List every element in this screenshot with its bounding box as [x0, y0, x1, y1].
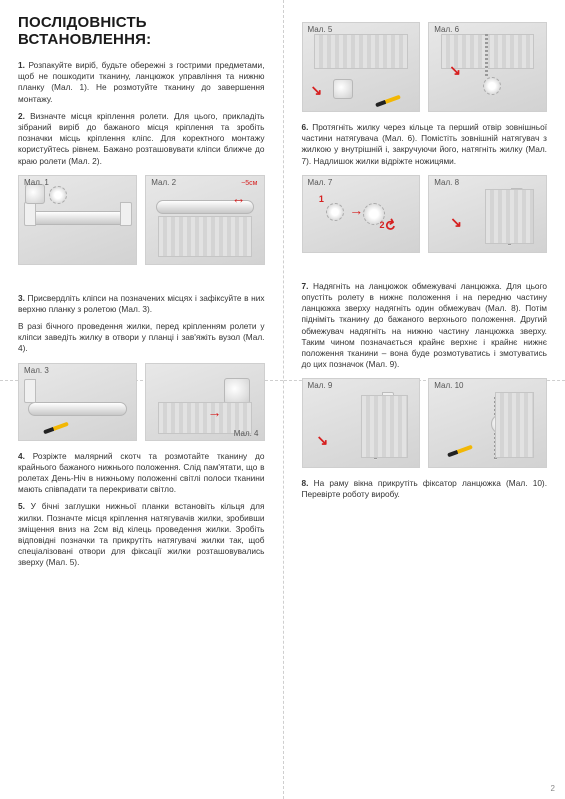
fabric-icon [158, 216, 252, 257]
figure-2-box: ~5см ↔ [145, 175, 264, 265]
figure-7-label: Мал. 7 [308, 178, 333, 187]
right-column: Мал. 5 ↘ Мал. 6 ↘ 6. Протя [283, 0, 565, 799]
screwdriver-icon [43, 421, 69, 434]
step-6-num: 6. [302, 122, 309, 132]
step-5: 5. У бічні заглушки нижньої планки встан… [18, 501, 265, 568]
step-3: 3. Присвердліть кліпси на позначених міс… [18, 293, 265, 315]
figure-10: Мал. 10 [428, 378, 547, 468]
roller-icon [28, 211, 127, 225]
step-6-text: Протягніть жилку через кільце та перший … [302, 122, 548, 166]
callout-1: 1 [319, 194, 331, 206]
dimension-label: ~5см [241, 180, 257, 187]
fabric-icon [361, 395, 408, 458]
bracket-icon [24, 379, 36, 403]
figure-9-box: ↘ [302, 378, 421, 468]
page-title: ПОСЛІДОВНІСТЬ ВСТАНОВЛЕННЯ: [18, 14, 265, 48]
arrow-icon: ↔ [232, 190, 246, 206]
step-2-num: 2. [18, 111, 25, 121]
figure-9-label: Мал. 9 [308, 381, 333, 390]
figure-6-box: ↘ [428, 22, 547, 112]
note-3: В разі бічного проведення жилки, перед к… [18, 321, 265, 355]
fabric-icon [314, 34, 407, 69]
step-3-text: Присвердліть кліпси на позначених місцях… [18, 293, 265, 314]
arrow-icon: → [349, 202, 363, 218]
step-7-text: Надягніть на ланцюжок обмежувачі ланцюжк… [302, 281, 548, 369]
step-1-num: 1. [18, 60, 25, 70]
step-2: 2. Визначте місця кріплення ролети. Для … [18, 111, 265, 167]
step-7-num: 7. [302, 281, 309, 291]
arrow-icon: ↘ [450, 214, 462, 231]
fig-row-1-2: Мал. 1 Мал. 2 ~5см ↔ [18, 175, 265, 265]
figure-2-label: Мал. 2 [151, 178, 176, 187]
arrow-icon: ↘ [449, 62, 461, 79]
part-icon [25, 184, 45, 204]
arrow-icon: ↘ [317, 432, 329, 449]
figure-10-label: Мал. 10 [434, 381, 463, 390]
figure-1-label: Мал. 1 [24, 178, 49, 187]
figure-4: Мал. 4 → [145, 363, 264, 441]
step-4-text: Розріжте малярний скотч та розмотайте тк… [18, 451, 265, 495]
step-6: 6. Протягніть жилку через кільце та перш… [302, 122, 548, 167]
figure-8-label: Мал. 8 [434, 178, 459, 187]
figure-10-box [428, 378, 547, 468]
fabric-icon [495, 392, 535, 459]
fig-row-5-6: Мал. 5 ↘ Мал. 6 ↘ [302, 22, 548, 112]
step-1: 1. Розпакуйте виріб, будьте обережні з г… [18, 60, 265, 105]
roller-icon [28, 402, 127, 416]
figure-6-label: Мал. 6 [434, 25, 459, 34]
left-column: ПОСЛІДОВНІСТЬ ВСТАНОВЛЕННЯ: 1. Розпакуйт… [0, 0, 283, 799]
figure-1-box [18, 175, 137, 265]
figure-5: Мал. 5 ↘ [302, 22, 421, 112]
step-8-text: На раму вікна прикрутіть фіксатор ланцюж… [302, 478, 548, 499]
figure-7: Мал. 7 1 2 → ↻ [302, 175, 421, 253]
arrow-icon: → [208, 404, 222, 420]
instruction-page: ПОСЛІДОВНІСТЬ ВСТАНОВЛЕННЯ: 1. Розпакуйт… [0, 0, 565, 799]
step-5-text: У бічні заглушки нижньої планки встанові… [18, 501, 265, 567]
step-1-text: Розпакуйте виріб, будьте обережні з гост… [18, 60, 265, 104]
figure-5-box: ↘ [302, 22, 421, 112]
fig-row-3-4: Мал. 3 Мал. 4 → [18, 363, 265, 441]
figure-4-label: Мал. 4 [234, 429, 259, 438]
step-8: 8. На раму вікна прикрутіть фіксатор лан… [302, 478, 548, 500]
fabric-icon [485, 189, 534, 244]
part-icon [49, 186, 67, 204]
page-number: 2 [551, 784, 555, 793]
figure-1: Мал. 1 [18, 175, 137, 265]
step-2-text: Визначте місця кріплення ролети. Для цьо… [18, 111, 265, 166]
step-7: 7. Надягніть на ланцюжок обмежувачі ланц… [302, 281, 548, 371]
bracket-icon [24, 202, 36, 226]
step-4-num: 4. [18, 451, 25, 461]
figure-5-label: Мал. 5 [308, 25, 333, 34]
figure-3: Мал. 3 [18, 363, 137, 441]
step-3-num: 3. [18, 293, 25, 303]
figure-9: Мал. 9 ↘ [302, 378, 421, 468]
screwdriver-icon [447, 445, 473, 458]
figure-2: Мал. 2 ~5см ↔ [145, 175, 264, 265]
bracket-icon [120, 202, 132, 226]
fig-row-9-10: Мал. 9 ↘ Мал. 10 [302, 378, 548, 468]
screwdriver-icon [375, 95, 401, 108]
arrow-icon: ↘ [311, 82, 323, 99]
endcap-icon [224, 378, 250, 404]
fig-row-7-8: Мал. 7 1 2 → ↻ Мал. 8 ↘ [302, 175, 548, 253]
step-8-num: 8. [302, 478, 309, 488]
step-4: 4. Розріжте малярний скотч та розмотайте… [18, 451, 265, 496]
step-5-num: 5. [18, 501, 25, 511]
tensioner-icon [333, 79, 353, 99]
tensioner-icon [483, 77, 501, 95]
line-icon [485, 34, 488, 76]
figure-6: Мал. 6 ↘ [428, 22, 547, 112]
figure-8: Мал. 8 ↘ [428, 175, 547, 253]
figure-3-label: Мал. 3 [24, 366, 49, 375]
